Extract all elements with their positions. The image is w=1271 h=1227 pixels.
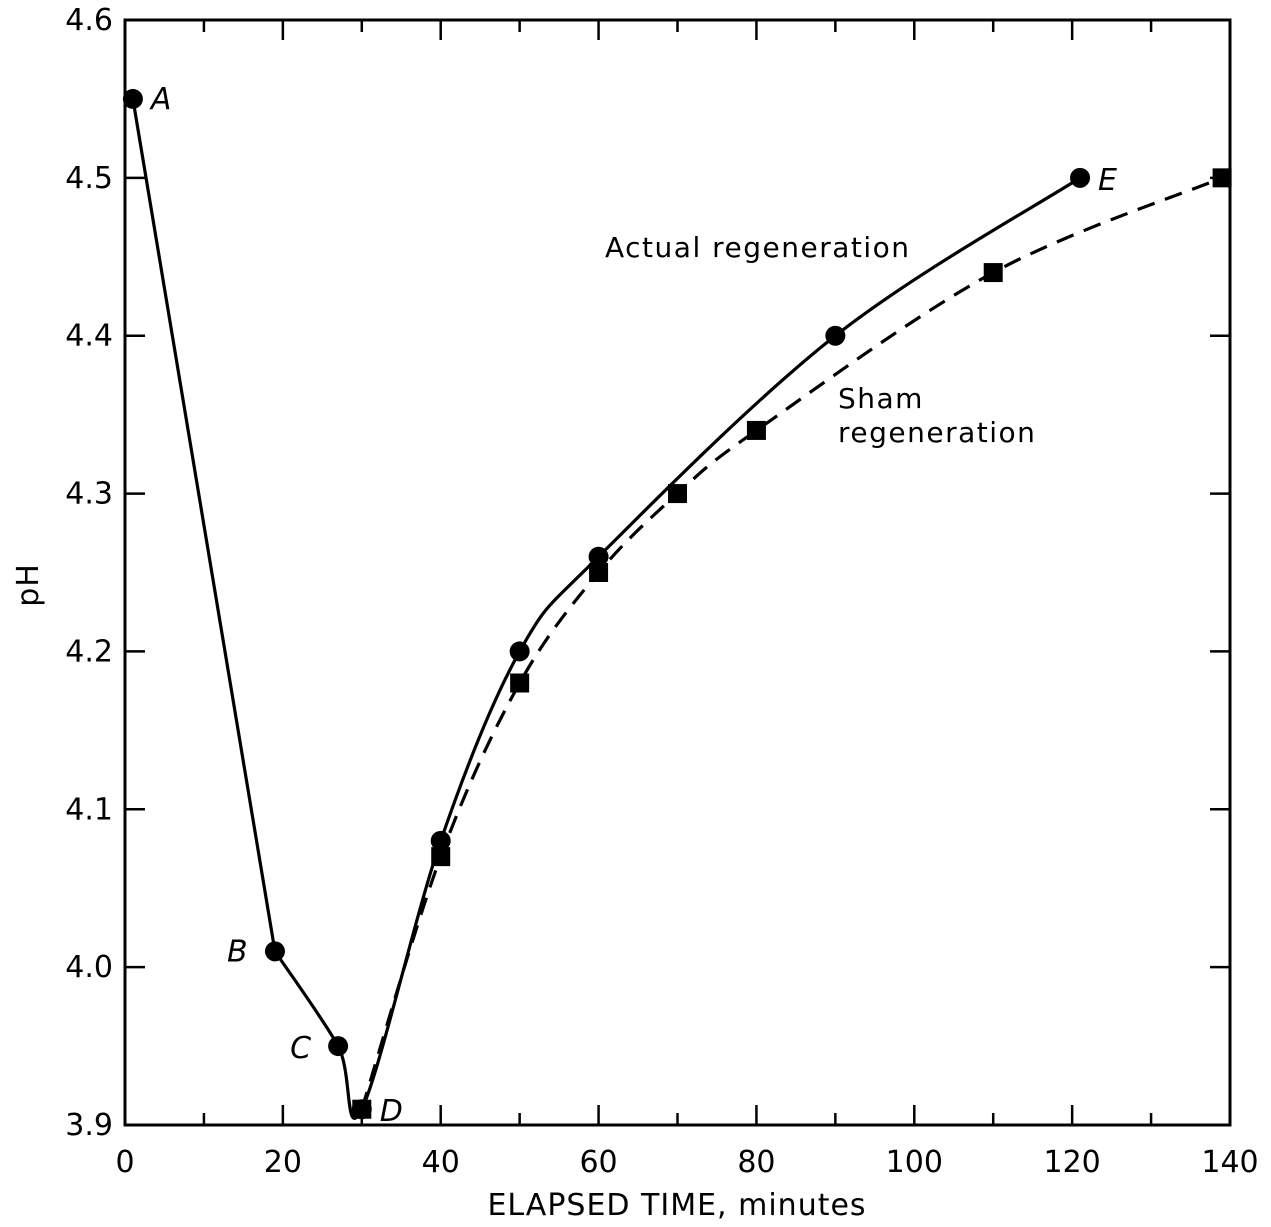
x-axis-title: ELAPSED TIME, minutes	[487, 1188, 866, 1223]
y-tick-label: 4.2	[65, 634, 113, 669]
actual-regeneration-point	[1070, 167, 1091, 188]
y-tick-label: 3.9	[65, 1108, 113, 1143]
actual-regeneration-point	[264, 941, 285, 962]
sham-regeneration-point	[1212, 168, 1232, 188]
sham-regeneration-label: Sham	[838, 382, 924, 415]
y-axis-title: pH	[11, 563, 46, 607]
x-tick-label: 80	[737, 1145, 775, 1180]
y-tick-label: 4.6	[65, 3, 113, 38]
actual-regeneration-point	[588, 546, 609, 567]
y-tick-label: 4.3	[65, 477, 113, 512]
y-tick-label: 4.1	[65, 792, 113, 827]
sham-regeneration-label: regeneration	[838, 416, 1036, 449]
axis-tick-labels: 0 20 40 60 80 100 120 140 3.9 4.0 4.1 4.2 4.3 4.4 4.5 4…	[65, 3, 1258, 1180]
actual-regeneration-point	[509, 641, 530, 662]
sham-regeneration-point	[352, 1099, 372, 1119]
point-label: E	[1098, 163, 1117, 198]
plot-frame	[123, 18, 1232, 1127]
x-tick-label: 20	[264, 1145, 302, 1180]
point-labels: A B C D E	[149, 82, 1117, 1129]
y-tick-label: 4.5	[65, 161, 113, 196]
actual-regeneration-point	[430, 830, 451, 851]
actual-regeneration-point	[825, 325, 846, 346]
sham-regeneration-point	[510, 673, 530, 693]
x-tick-label: 0	[115, 1145, 134, 1180]
y-tick-label: 4.4	[65, 319, 113, 354]
sham-regeneration-point	[431, 847, 451, 867]
x-tick-label: 120	[1044, 1145, 1101, 1180]
sham-regeneration-point	[983, 263, 1003, 283]
point-label: D	[380, 1094, 403, 1129]
x-tick-label: 100	[886, 1145, 943, 1180]
sham-regeneration-point	[589, 563, 609, 582]
actual-regeneration-label: Actual regeneration	[605, 231, 911, 264]
sham-regeneration-point	[746, 420, 766, 440]
x-tick-label: 60	[579, 1145, 617, 1180]
actual-regeneration-point	[122, 88, 143, 109]
point-label: A	[149, 82, 172, 117]
series-markers	[122, 88, 1232, 1120]
axis-ticks	[123, 18, 1232, 1127]
point-label: C	[290, 1031, 311, 1066]
x-tick-label: 140	[1201, 1145, 1258, 1180]
sham-regeneration-point	[668, 484, 687, 504]
y-tick-label: 4.0	[65, 950, 113, 985]
sham-regeneration-line	[360, 176, 1223, 1110]
actual-regeneration-point	[328, 1036, 349, 1057]
x-tick-label: 40	[422, 1145, 460, 1180]
point-label: B	[227, 934, 248, 969]
